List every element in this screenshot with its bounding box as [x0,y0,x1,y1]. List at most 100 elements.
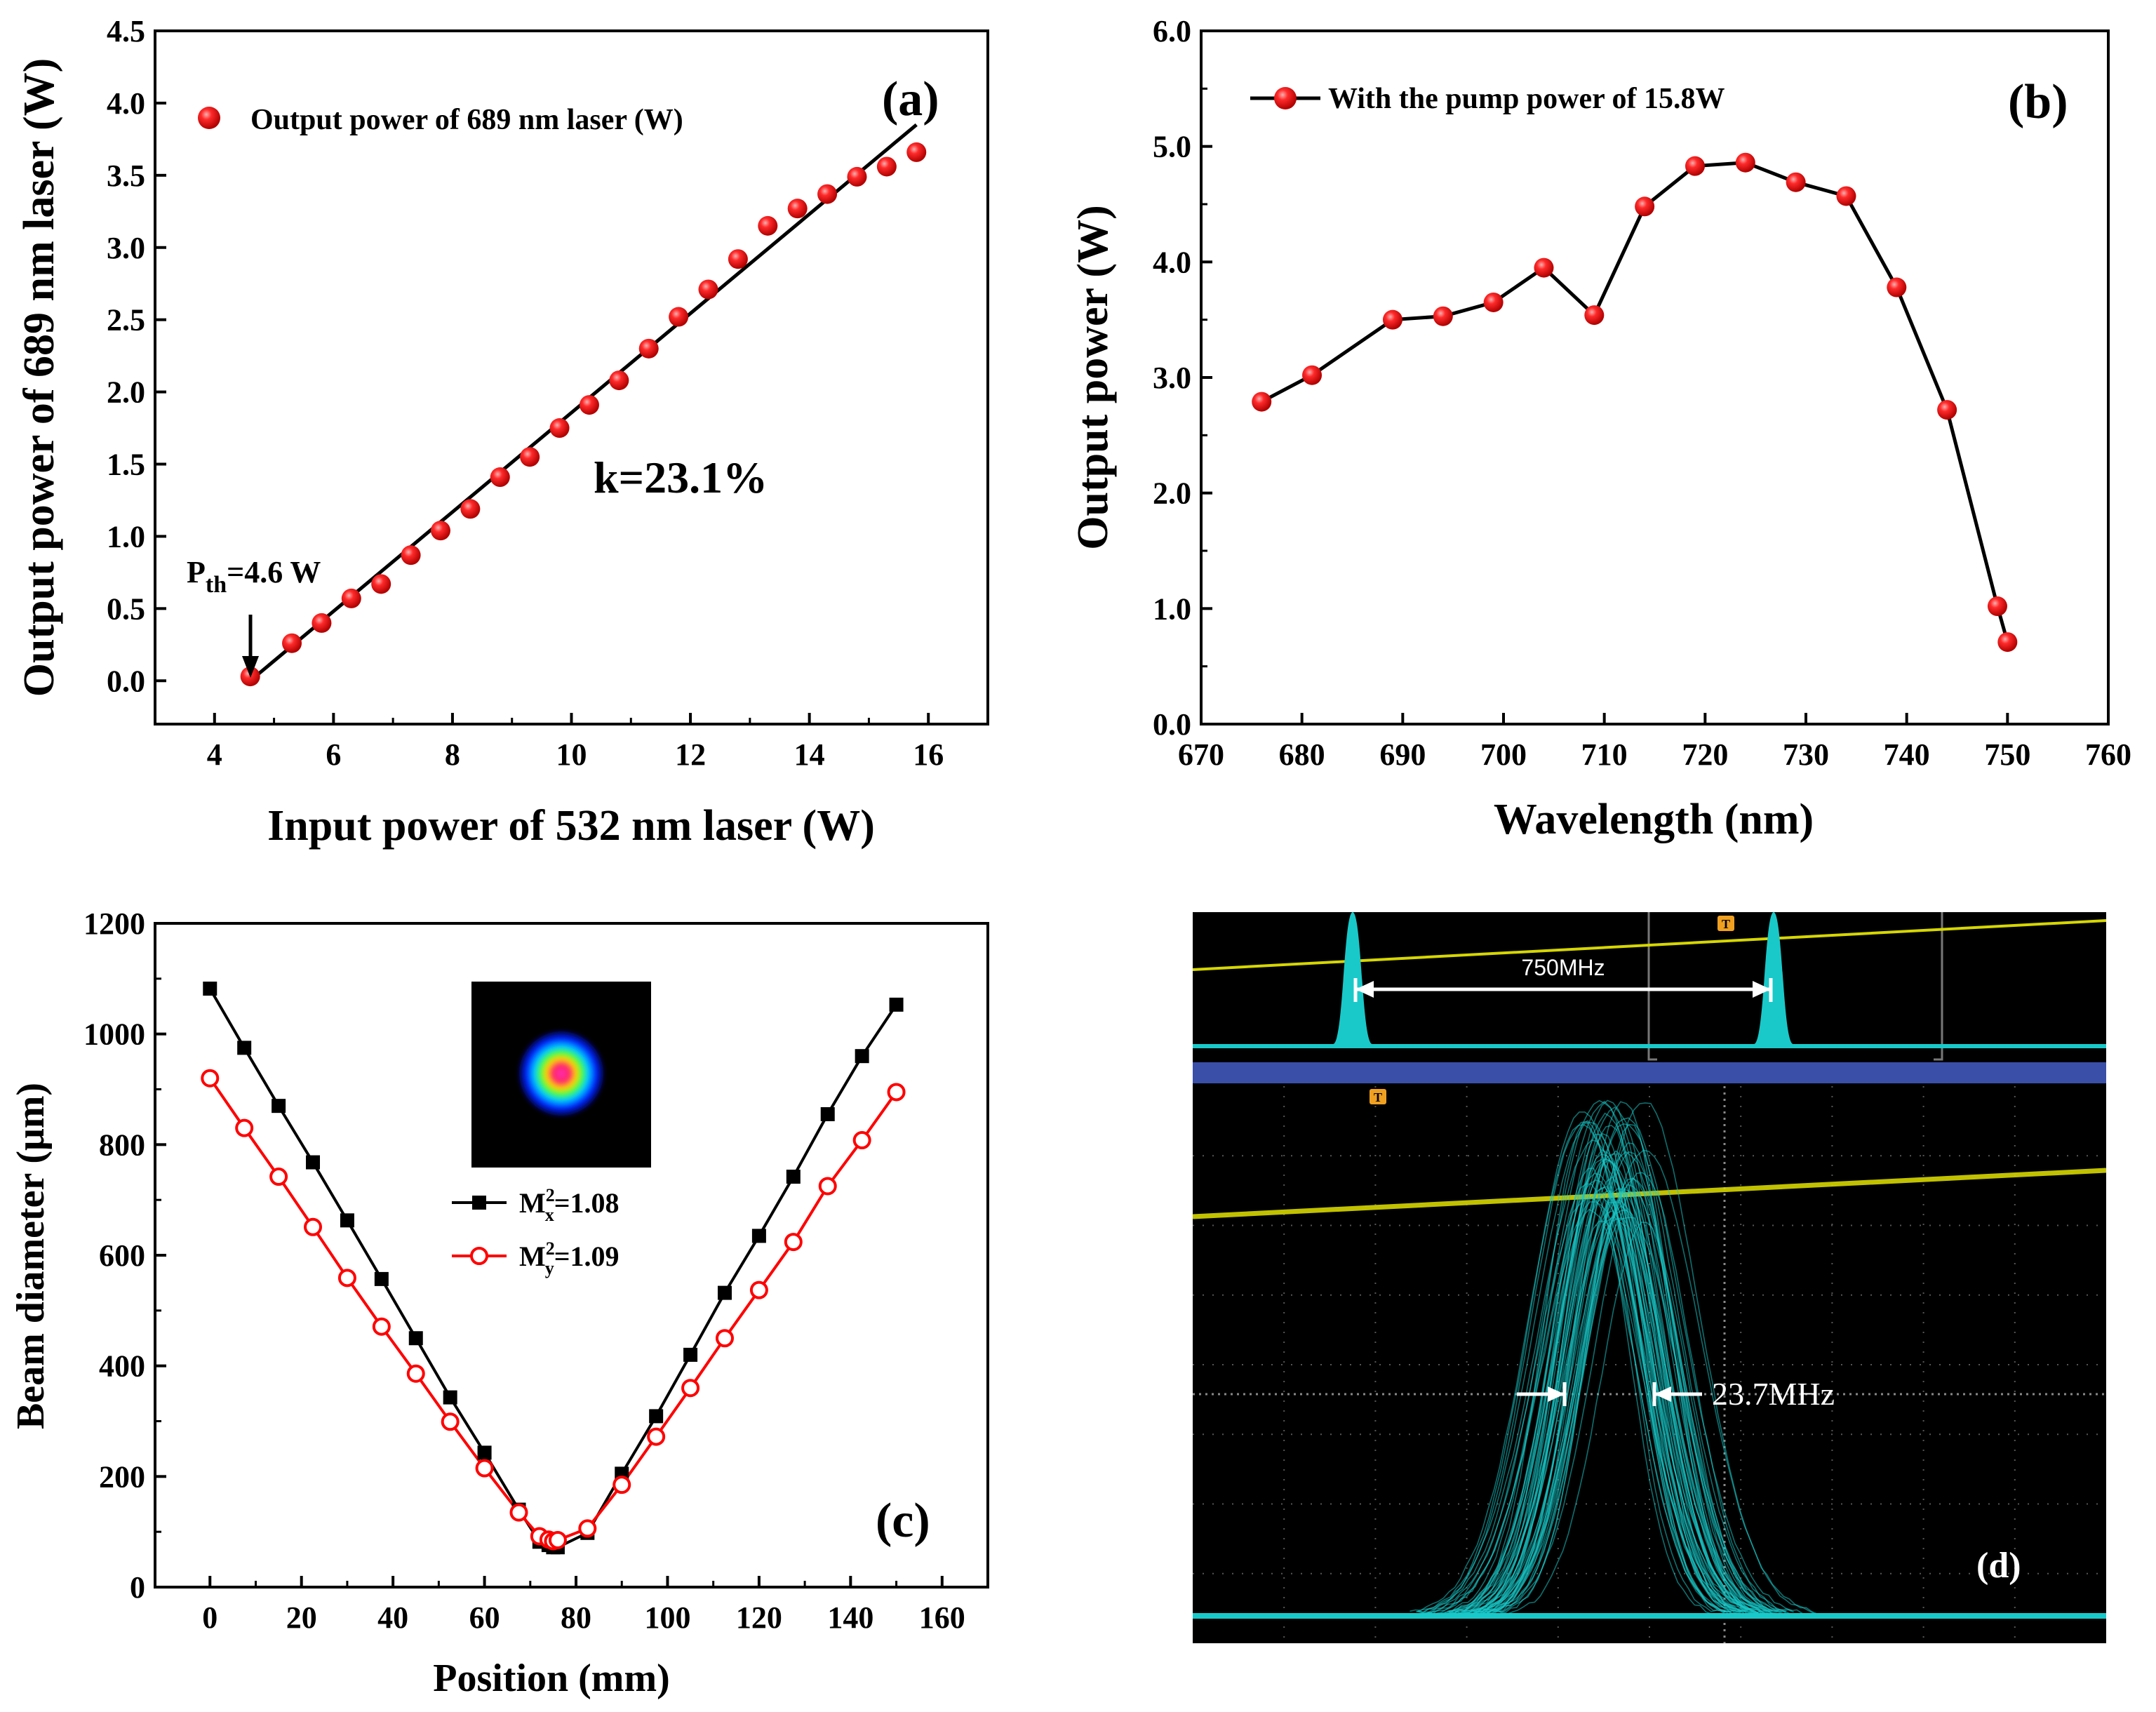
panel-b-axis-ticks: 670 680 690 700 710 720 730 740 750 760 0.0 1.0 2.0 3… [1153,14,2131,772]
scope-peak-trace [1473,1196,1732,1614]
panel-a-data-points [240,142,927,687]
panel-b-xtick-label: 760 [2085,737,2131,772]
panel-a-point [520,447,540,467]
scope-peak-trace [1480,1101,1762,1614]
panel-a-xtick-label: 4 [207,737,222,772]
panel-b-legend-label: With the pump power of 15.8W [1328,83,1725,115]
panel-a-point [490,467,510,488]
panel-a-point [579,395,599,415]
svg-text:T: T [1722,917,1730,931]
panel-a-slope-annotation: k=23.1% [594,453,768,502]
panel-a-ytick-label: 3.5 [107,159,145,193]
fsr-arrow [1353,978,1773,1002]
fsr-label: 750MHz [1521,955,1605,980]
scope-peak-trace [1466,1153,1736,1615]
scope-linewidth-peak [1410,1099,1818,1616]
panel-a-ytick-label: 0.0 [107,664,145,698]
panel-c-ytick-label: 400 [99,1349,145,1384]
panel-a-xtick-label: 16 [913,737,944,772]
panel-c-series-x-points [203,982,904,1555]
panel-c-chart: 0 20 40 60 80 100 120 140 160 0 200 400 600 800 1000 12… [9,907,989,1700]
panel-a-point [847,166,867,187]
scope-peak-trace [1440,1159,1778,1614]
panel-c-point-y [475,1459,494,1478]
scope-peak-trace [1480,1210,1762,1615]
panel-c-point-y [852,1131,871,1150]
panel-a-legend-label: Output power of 689 nm laser (W) [250,104,683,136]
panel-a-ytick-label: 4.0 [107,86,145,121]
panel-c-xtick-label: 20 [286,1600,317,1635]
panel-c-point-x [717,1285,732,1300]
panel-c-point-x [237,1041,252,1055]
scope-top-graticule [1647,912,1943,1061]
panel-a-panel-label: (a) [882,72,939,126]
panel-a-point [728,249,748,269]
panel-b-data-points [1252,152,2018,653]
panel-a-ytick-label: 2.0 [107,375,145,410]
panel-a-point [460,499,481,519]
panel-c-point-y [235,1118,254,1137]
panel-c-xtick-label: 60 [469,1600,500,1635]
panel-b-y-axis-label: Output power (W) [1069,205,1117,549]
panel-a-ytick-label: 4.5 [107,14,145,48]
scope-peak-trace [1416,1111,1748,1614]
panel-a-xtick-label: 6 [326,737,341,772]
panel-c-point-y [818,1177,837,1196]
panel-c-ytick-label: 1200 [83,907,145,941]
panel-c-point-x [408,1331,423,1346]
scope-peak-trace [1471,1133,1725,1612]
panel-c-point-x [374,1271,389,1286]
panel-c-point-x [683,1347,698,1362]
panel-b-ytick-label: 4.0 [1153,245,1191,279]
panel-b-ytick-label: 6.0 [1153,14,1191,48]
panel-c-point-x [272,1099,286,1114]
panel-c-point-y [681,1379,700,1398]
panel-a-chart: 4 6 8 10 12 14 16 0.0 0.5 1.0 1.5 2.0 2.5 3.0 3.5 4.0 4.… [15,14,989,850]
panel-a-legend-marker [198,107,220,129]
panel-b-series-line [1261,161,2009,643]
panel-b-frame [1200,29,2110,725]
panel-c-point-y [201,1069,220,1088]
panel-a-point [787,199,808,219]
panel-c-point-y [337,1269,356,1288]
panel-a-point [549,418,570,439]
scope-peak-trace [1427,1179,1765,1614]
panel-a-point [430,521,450,541]
panel-c-ytick-label: 600 [99,1238,145,1273]
panel-c-point-y [647,1427,666,1446]
panel-b-point [1937,400,1957,420]
scope-peak-trace [1464,1167,1712,1615]
panel-b-xtick-label: 740 [1884,737,1930,772]
panel-a-threshold-arrow [242,615,259,678]
panel-a-y-axis-label: Output power of 689 nm laser (W) [15,58,63,697]
panel-b-legend-marker [1274,87,1297,109]
panel-a-point [282,633,302,653]
svg-text:T: T [1374,1090,1382,1104]
panel-c-axis-ticks: 0 20 40 60 80 100 120 140 160 0 200 400 600 800 1000 12… [83,907,965,1635]
panel-a-point [817,184,838,204]
panel-a-point [341,588,361,608]
panel-b-x-axis-label: Wavelength (nm) [1494,796,1814,843]
panel-b-point [1685,156,1705,176]
scope-peak-trace [1410,1124,1753,1614]
panel-c-ytick-label: 0 [130,1570,145,1605]
panel-c-point-y [548,1530,567,1549]
panel-a-x-axis-label: Input power of 532 nm laser (W) [267,802,875,850]
panel-c-point-x [786,1170,801,1184]
panel-b-xtick-label: 750 [1984,737,2030,772]
panel-d-panel-label: (d) [1976,1546,2021,1586]
panel-c-legend: M2 x=1.08 M2 y=1.09 [452,1185,620,1278]
panel-b-xtick-label: 720 [1682,737,1728,772]
panel-c-xtick-label: 140 [827,1600,873,1635]
panel-c-ytick-label: 1000 [83,1017,145,1052]
panel-b-point [1987,596,2007,617]
panel-c-xtick-label: 0 [202,1600,217,1635]
panel-b-xtick-label: 690 [1379,737,1426,772]
panel-c-point-y [304,1217,323,1236]
panel-b-chart: 670 680 690 700 710 720 730 740 750 760 0.0 1.0 2.0 3… [1069,14,2131,843]
panel-b-point [1997,632,2018,653]
panel-a-ytick-label: 0.5 [107,591,145,626]
panel-b-point [1483,292,1504,312]
scope-peak-trace [1448,1208,1730,1614]
